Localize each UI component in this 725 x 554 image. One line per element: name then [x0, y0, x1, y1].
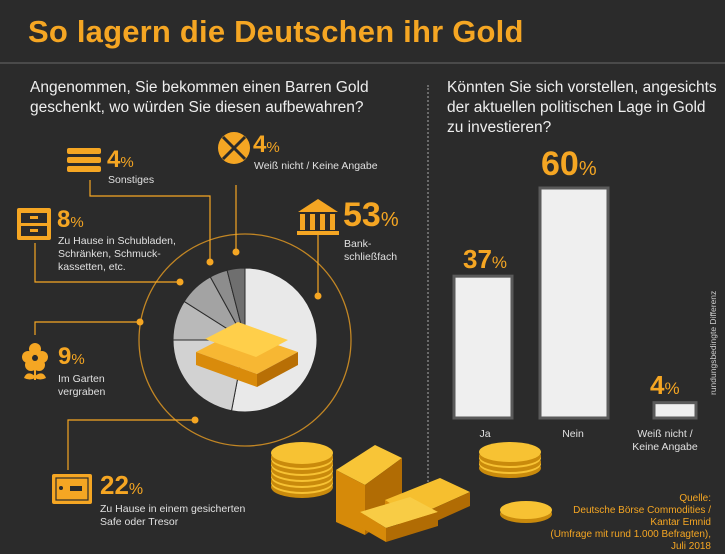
bank-icon-column: [330, 214, 335, 230]
pie-orbit-ring: [138, 233, 352, 447]
coin-face: [479, 442, 541, 462]
label-bank: Bank- schließfach: [344, 238, 398, 263]
source-line: Quelle:: [679, 493, 711, 504]
title-divider: [0, 62, 725, 64]
rounding-note: rundungsbedingte Differenz: [708, 290, 718, 395]
gold-ingot-front: [336, 470, 365, 535]
leader-dot-bank: [314, 292, 322, 300]
safe-icon-knob: [59, 486, 63, 490]
pct-other: 4%: [107, 146, 134, 173]
bank-icon-roof: [298, 199, 338, 212]
left-question: Angenommen, Sie bekommen einen Barren Go…: [30, 79, 369, 116]
flower-icon-stem: [34, 368, 36, 380]
leader-lines: [34, 180, 322, 470]
label-drawer: Zu Hause in Schubladen, Schränken, Schmu…: [58, 235, 176, 273]
leader-dot-safe: [191, 416, 199, 424]
gold-bar-front: [196, 352, 257, 387]
gold-ingot-side: [386, 512, 438, 542]
flower-icon: [22, 343, 48, 380]
page-title: So lagern die Deutschen ihr Gold: [28, 14, 524, 49]
panel-divider: [427, 85, 429, 510]
gold-coins-illustration: [271, 442, 552, 542]
source-line: Deutsche Börse Commodities /: [573, 505, 711, 516]
leader-dot-unknown: [232, 248, 240, 256]
gold-bar-side: [257, 352, 298, 387]
source-line: (Umfrage mit rund 1.000 Befragten),: [550, 529, 711, 540]
bar-unknown: [652, 401, 698, 420]
bank-icon-base: [297, 231, 339, 235]
safe-icon-door: [55, 477, 89, 501]
cross-icon: [218, 132, 250, 164]
bank-icon-column: [310, 214, 315, 230]
drawer-icon-handle: [30, 216, 38, 219]
coin-single: [500, 501, 552, 523]
bank-icon: [297, 199, 339, 235]
right-question: Könnten Sie sich vorstellen, angesichts …: [447, 79, 717, 136]
gold-ingot-top: [336, 445, 402, 485]
pct-unknown: 4%: [253, 131, 280, 158]
bar-value-nein: 60%: [541, 145, 597, 183]
invest-bar-chart: [452, 186, 698, 420]
leader-other: [89, 180, 211, 262]
leader-dot-other: [206, 258, 214, 266]
safe-icon-handle: [70, 486, 82, 491]
pct-bank: 53%: [343, 196, 399, 234]
gold-bar-upper: [205, 322, 288, 357]
source-credit: Quelle: Deutsche Börse Commodities / Kan…: [550, 493, 711, 553]
pct-garden: 9%: [58, 343, 85, 370]
cross-icon-x: [221, 135, 247, 161]
bar-label-unknown: Weiß nicht / Keine Angabe: [632, 428, 698, 453]
gold-ingot-top: [360, 497, 438, 528]
flower-icon-leaves: [24, 373, 46, 380]
source-line: Kantar Emnid: [650, 517, 711, 528]
source-line: Juli 2018: [670, 541, 711, 552]
bank-icon-column: [300, 214, 305, 230]
coin-stack-right: [479, 442, 541, 478]
flower-icon-center: [32, 355, 38, 361]
bar-label-nein: Nein: [562, 428, 584, 440]
leader-dot-drawer: [176, 278, 184, 286]
list-icon: [67, 148, 101, 172]
safe-icon: [52, 474, 92, 504]
bar-nein: [538, 186, 610, 420]
pct-drawer: 8%: [57, 206, 84, 233]
leader-drawer: [34, 243, 180, 283]
label-safe: Zu Hause in einem gesicherten Safe oder …: [100, 503, 246, 528]
list-icon-bar: [67, 166, 101, 172]
leader-dot-garden: [136, 318, 144, 326]
drawer-icon-handle: [30, 229, 38, 232]
bar-ja: [452, 274, 514, 420]
leader-safe: [67, 419, 195, 470]
label-unknown: Weiß nicht / Keine Angabe: [254, 160, 378, 172]
list-icon-bar: [67, 157, 101, 163]
orbit-circle: [138, 233, 352, 447]
leader-garden: [34, 321, 140, 335]
gold-ingot-front: [360, 512, 386, 542]
label-other: Sonstiges: [108, 174, 155, 186]
bar-value-unknown: 4%: [650, 370, 680, 400]
drawer-icon: [17, 208, 51, 240]
list-icon-bar: [67, 148, 101, 154]
label-garden: Im Garten vergraben: [58, 373, 106, 398]
coin-stack-left: [271, 442, 333, 498]
bar-value-ja: 37%: [463, 244, 508, 274]
category-icons: [17, 132, 339, 504]
flower-icon-petal: [29, 343, 41, 355]
coin-face: [500, 501, 552, 519]
pie-slice-unknown: [226, 267, 246, 341]
bank-icon-column: [320, 214, 325, 230]
bar-label-ja: Ja: [479, 428, 491, 440]
gold-bar-illustration: [196, 322, 298, 387]
coin-face: [271, 442, 333, 464]
pct-safe: 22%: [100, 470, 144, 500]
